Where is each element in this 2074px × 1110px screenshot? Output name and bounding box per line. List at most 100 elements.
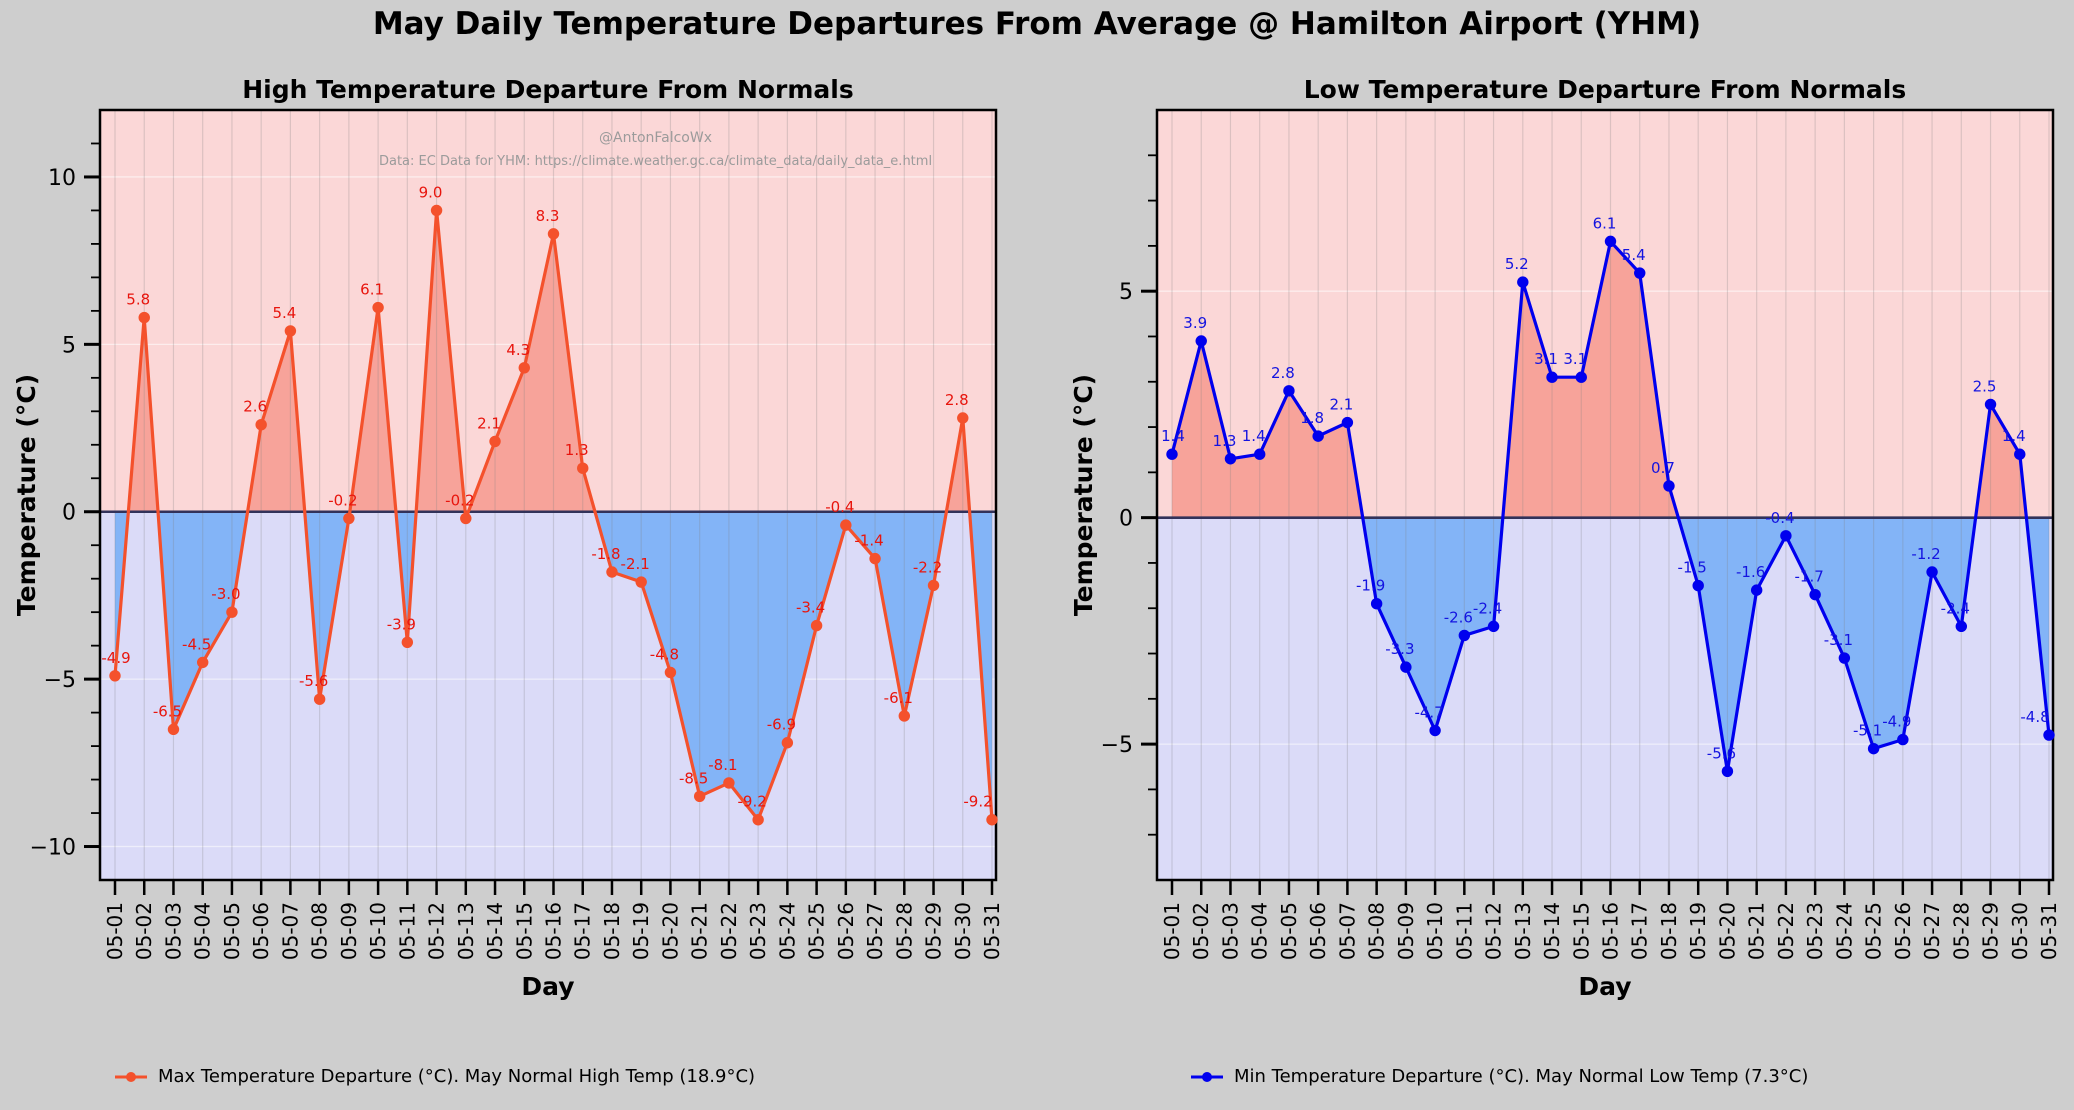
legend-label-high: Max Temperature Departure (°C). May Norm… bbox=[158, 1066, 756, 1087]
axes-spines bbox=[98, 108, 998, 882]
data-point-label: -2.1 bbox=[621, 555, 650, 573]
figure-title: May Daily Temperature Departures From Av… bbox=[372, 6, 1702, 42]
y-tick-label: −10 bbox=[30, 836, 76, 861]
chart-1: 50−505-01 05-02 05-03 05-04 05-05 05-06 05-07 0… bbox=[1069, 75, 2061, 1001]
x-tick-label: 05-15 bbox=[512, 902, 536, 960]
x-tick-label: 05-09 bbox=[1394, 902, 1418, 960]
data-point-label: -3.9 bbox=[387, 615, 416, 633]
data-point bbox=[869, 552, 881, 565]
data-point bbox=[226, 606, 238, 618]
data-point bbox=[840, 519, 852, 531]
data-point bbox=[313, 693, 326, 705]
data-point bbox=[1224, 453, 1237, 465]
x-tick-label: 05-11 bbox=[1452, 902, 1476, 960]
data-point bbox=[723, 777, 735, 789]
data-point bbox=[518, 362, 530, 374]
x-tick-label: 05-20 bbox=[658, 902, 682, 960]
x-tick-label: 05-16 bbox=[1599, 902, 1623, 960]
data-point bbox=[635, 576, 647, 588]
data-point bbox=[1984, 398, 1997, 411]
x-tick-label: 05-28 bbox=[1949, 902, 1973, 960]
x-tick-label: 05-26 bbox=[1891, 902, 1915, 960]
x-tick-label: 05-09 bbox=[337, 902, 361, 960]
data-point-label: -4.9 bbox=[1882, 713, 1911, 731]
x-tick-label: 05-08 bbox=[308, 902, 332, 960]
x-tick-label: 05-29 bbox=[1979, 902, 2003, 960]
y-tick-label: 10 bbox=[48, 166, 76, 191]
x-tick-label: 05-12 bbox=[425, 902, 449, 960]
data-point-label: 2.6 bbox=[243, 398, 267, 416]
data-point bbox=[1575, 371, 1587, 383]
data-point-label: 5.8 bbox=[126, 291, 150, 309]
data-point bbox=[1458, 629, 1471, 642]
x-axis-label: Day bbox=[521, 972, 574, 1001]
data-point-label: 2.1 bbox=[477, 414, 501, 432]
data-point-label: -0.2 bbox=[328, 491, 357, 509]
legend-low-temp: Min Temperature Departure (°C). May Norm… bbox=[1190, 1066, 1808, 1087]
x-tick-label: 05-22 bbox=[717, 902, 741, 960]
data-point-label: -4.8 bbox=[650, 645, 679, 663]
y-tick-label: −5 bbox=[44, 668, 76, 693]
legend-line-marker-low bbox=[1191, 1071, 1223, 1082]
x-tick-label: 05-23 bbox=[1803, 902, 1827, 960]
data-point bbox=[752, 814, 764, 826]
data-point-label: -0.4 bbox=[1765, 509, 1794, 527]
x-tick-label: 05-02 bbox=[132, 902, 156, 960]
x-tick-label: 05-17 bbox=[571, 902, 595, 960]
x-tick-label: 05-04 bbox=[191, 902, 215, 960]
x-tick-label: 05-23 bbox=[746, 902, 770, 960]
x-axis-label: Day bbox=[1578, 972, 1631, 1001]
x-tick-label: 05-04 bbox=[1248, 902, 1272, 960]
data-point bbox=[1254, 448, 1266, 460]
data-point-label: 0.7 bbox=[1651, 459, 1675, 477]
x-tick-label: 05-08 bbox=[1365, 902, 1389, 960]
data-point bbox=[167, 723, 180, 736]
y-tick-label: −5 bbox=[1101, 733, 1133, 758]
data-point bbox=[1312, 430, 1324, 442]
x-tick-label: 05-01 bbox=[103, 902, 127, 960]
data-point-label: -1.5 bbox=[1678, 559, 1707, 577]
data-point-label: 9.0 bbox=[419, 183, 443, 201]
area-fill-positive bbox=[115, 210, 992, 512]
x-tick-label: 05-10 bbox=[366, 902, 390, 960]
legend-marker-dot bbox=[126, 1071, 136, 1082]
data-point-label: -5.6 bbox=[299, 672, 328, 690]
legend-label-low: Min Temperature Departure (°C). May Norm… bbox=[1234, 1066, 1809, 1087]
data-point-label: 2.1 bbox=[1329, 396, 1353, 414]
data-point-label: 1.4 bbox=[2002, 427, 2026, 445]
area-fill-negative bbox=[115, 511, 992, 820]
data-point bbox=[430, 204, 443, 217]
x-tick-label: 05-27 bbox=[1920, 902, 1944, 960]
x-tick-label: 05-07 bbox=[278, 902, 302, 960]
data-point-label: -3.4 bbox=[796, 599, 825, 617]
data-point bbox=[460, 512, 472, 525]
x-tick-label: 05-05 bbox=[220, 902, 244, 960]
data-point-label: 2.8 bbox=[945, 391, 969, 409]
data-point bbox=[109, 670, 121, 682]
data-point-label: -2.6 bbox=[1444, 608, 1473, 626]
data-point bbox=[1166, 448, 1178, 460]
area-fill-negative bbox=[1362, 517, 2049, 772]
x-tick-label: 05-10 bbox=[1423, 902, 1447, 960]
axes-spines bbox=[1155, 108, 2055, 882]
data-point bbox=[1195, 335, 1207, 347]
data-point bbox=[810, 619, 823, 632]
data-point bbox=[1780, 530, 1792, 542]
x-tick-label: 05-14 bbox=[1540, 902, 1564, 960]
data-point-label: 1.8 bbox=[1300, 409, 1324, 427]
x-tick-label: 05-17 bbox=[1628, 902, 1652, 960]
x-tick-label: 05-03 bbox=[1218, 902, 1242, 960]
x-tick-label: 05-19 bbox=[629, 902, 653, 960]
x-tick-label: 05-30 bbox=[2008, 902, 2032, 960]
data-point bbox=[1634, 267, 1646, 279]
x-tick-label: 05-31 bbox=[2037, 902, 2061, 960]
data-point-label: -0.2 bbox=[445, 491, 474, 509]
data-point-label: -5.1 bbox=[1853, 722, 1882, 740]
subplot-title: High Temperature Departure From Normals bbox=[242, 75, 854, 104]
data-point bbox=[1487, 620, 1500, 633]
data-point-label: 2.8 bbox=[1271, 364, 1295, 382]
x-tick-label: 05-21 bbox=[1745, 902, 1769, 960]
